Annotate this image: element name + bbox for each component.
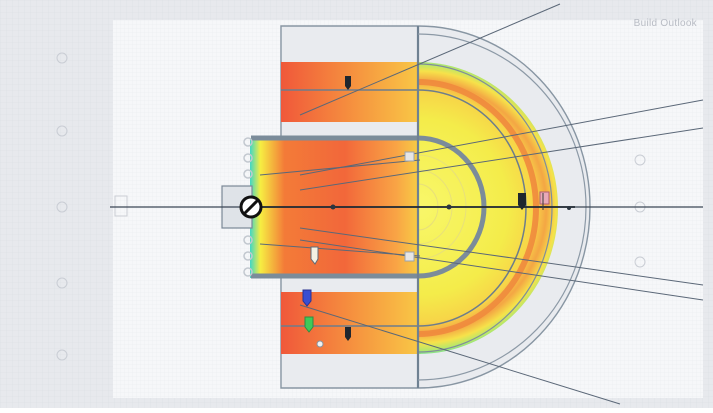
blue-pin-icon[interactable] <box>302 289 312 307</box>
orange-ring <box>417 79 539 337</box>
heat-center-block <box>250 138 422 278</box>
beam-lines <box>259 3 704 405</box>
heat-half-stadium <box>418 62 558 354</box>
small-square-bottom <box>404 251 415 262</box>
dark-tag-icon[interactable] <box>345 327 351 341</box>
watermark-text: Build Outlook <box>633 18 697 29</box>
axis-endpoint <box>316 340 324 348</box>
dark-tag-icon[interactable] <box>518 193 526 210</box>
axis-endpoint <box>567 206 571 210</box>
inner-ring-line <box>417 89 527 327</box>
no-entry-source-icon[interactable] <box>239 195 263 219</box>
outer-ring-line <box>417 63 553 353</box>
dark-tag-icon[interactable] <box>310 246 319 265</box>
wall-hooks <box>243 137 253 277</box>
pink-flag-icon[interactable] <box>539 191 550 210</box>
dark-tag-icon[interactable] <box>345 76 351 90</box>
heat-band-top <box>281 62 421 122</box>
green-pin-icon[interactable] <box>304 316 314 333</box>
ruler-marks <box>56 52 646 361</box>
small-square-top <box>404 151 415 162</box>
heat-band-bottom <box>281 292 421 354</box>
